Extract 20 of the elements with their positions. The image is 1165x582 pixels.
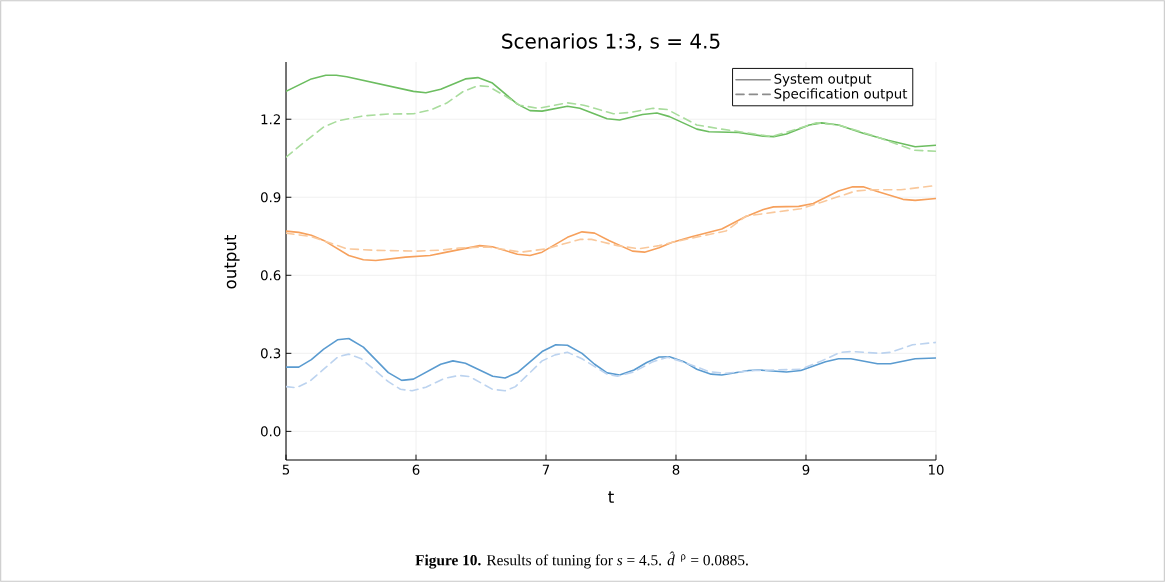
chart-title: Scenarios 1:3, s = 4.5 (502, 33, 720, 51)
x-tick-label: 6 (412, 464, 420, 475)
y-tick-label: 0.9 (260, 192, 281, 203)
line-series (286, 341, 936, 392)
y-axis-title: output (224, 234, 240, 289)
text: Figure 10. Results of tuning for s = 4.5. d̂$^{ρ}$ = 0.0885. (415, 551, 748, 569)
line-series (286, 337, 936, 382)
x-axis-title: t (608, 491, 614, 503)
legend-label: Specification output (774, 88, 908, 102)
x-tick-label: 8 (672, 464, 680, 475)
y-tick-label: 0.3 (260, 348, 281, 359)
legend-label: System output (774, 73, 872, 87)
x-tick-label: 5 (282, 464, 290, 475)
x-tick-label: 10 (928, 464, 944, 475)
x-tick-label: 7 (542, 464, 550, 475)
x-tick-label: 9 (802, 464, 810, 475)
y-tick-label: 0.0 (260, 426, 281, 437)
line-series (286, 74, 936, 148)
y-tick-label: 0.6 (260, 270, 281, 281)
y-tick-label: 1.2 (261, 114, 280, 125)
